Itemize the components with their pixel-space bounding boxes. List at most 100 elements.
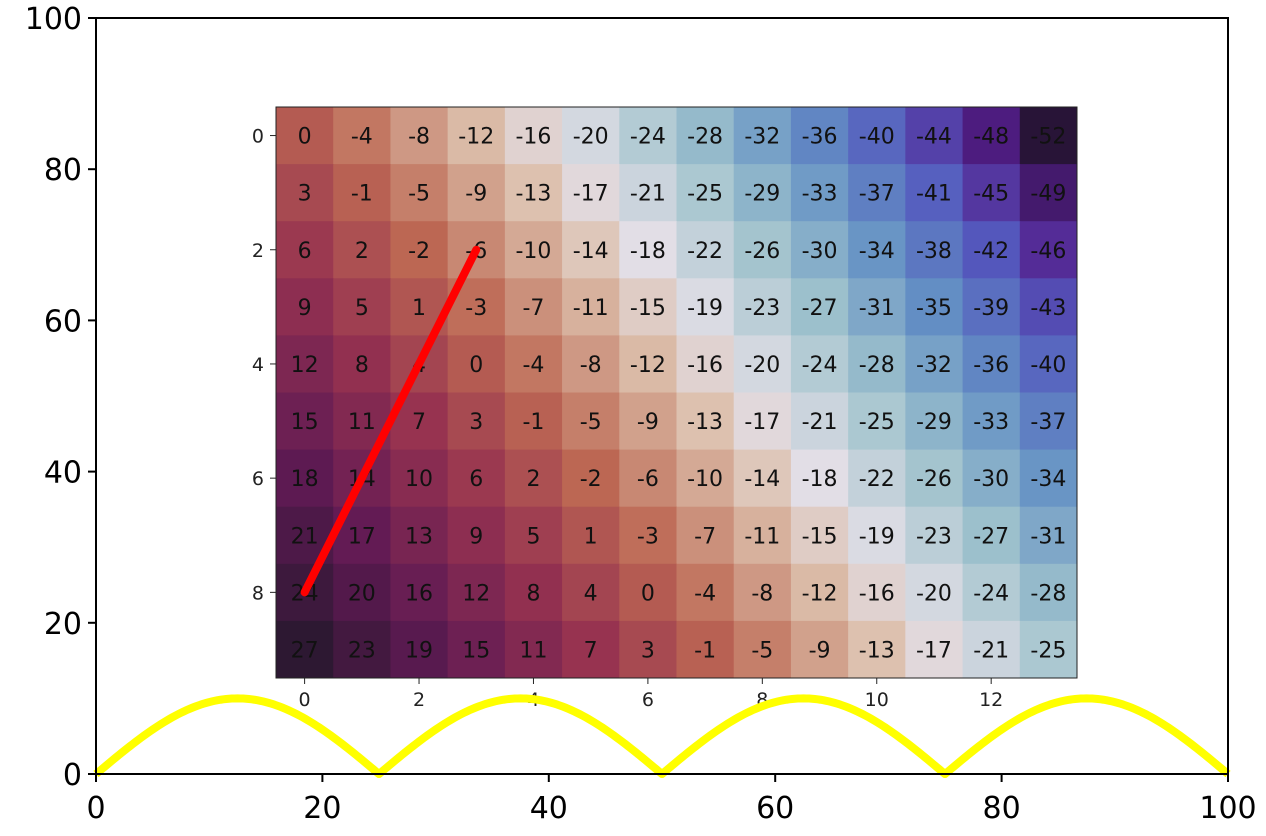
heatmap-cell-label: -37	[859, 182, 895, 207]
heatmap-cell-label: -9	[465, 182, 487, 207]
heatmap-cell-label: 5	[355, 296, 369, 321]
heatmap-cell	[276, 392, 334, 451]
heatmap-cell-label: -5	[751, 638, 773, 663]
heatmap-cell	[790, 392, 849, 451]
heatmap-cell	[562, 392, 620, 451]
heatmap-cell	[390, 620, 449, 679]
heatmap-cell-label: 6	[298, 239, 312, 264]
heatmap-cell	[447, 164, 506, 222]
y-tick-label: 0	[63, 758, 82, 793]
heatmap-cell	[790, 449, 849, 508]
heatmap-cell-label: -8	[580, 353, 602, 378]
heatmap-cell	[790, 563, 849, 622]
heatmap-cell	[333, 107, 391, 165]
heatmap-cell-label: -40	[859, 125, 895, 150]
heatmap-row-tick-label: 8	[252, 582, 264, 604]
heatmap-cell	[676, 107, 735, 165]
heatmap-cell-label: 20	[348, 581, 376, 606]
heatmap-cell	[562, 506, 620, 565]
heatmap-cell	[962, 449, 1021, 508]
heatmap-cell	[905, 392, 964, 451]
heatmap-cell	[562, 449, 620, 508]
heatmap-inset: 0 -4 -8 -12 -16 -20 -24 -28 -32 -36 -40 -44 -48 -523-…	[252, 106, 1078, 711]
heatmap-cell-label: -18	[802, 467, 838, 492]
heatmap-cell	[504, 335, 563, 393]
heatmap-cell	[619, 392, 677, 451]
heatmap-cell	[504, 278, 563, 336]
heatmap-cell-label: -34	[859, 239, 895, 264]
heatmap-cell-label: 7	[584, 638, 598, 663]
heatmap-cell	[390, 506, 449, 565]
heatmap-cell-label: -23	[744, 296, 780, 321]
heatmap-cell	[848, 278, 906, 336]
heatmap-cell-label: -11	[744, 524, 780, 549]
heatmap-cell	[733, 620, 792, 679]
heatmap-cell-label: -4	[522, 353, 544, 378]
heatmap-cell-label: -20	[916, 581, 952, 606]
heatmap-cell	[619, 164, 677, 222]
heatmap-cell	[562, 221, 620, 279]
heatmap-cell-label: 13	[405, 524, 433, 549]
heatmap-cell	[848, 620, 906, 679]
heatmap-cell	[733, 563, 792, 622]
heatmap-cell-label: 18	[291, 467, 319, 492]
heatmap-cell-label: -37	[1030, 410, 1066, 435]
heatmap-cell	[504, 449, 563, 508]
y-tick-label: 80	[44, 153, 82, 188]
heatmap-cell-label: 5	[526, 524, 540, 549]
heatmap-cell	[562, 107, 620, 165]
heatmap-cell-label: 10	[405, 467, 433, 492]
heatmap-cell-label: -22	[859, 467, 895, 492]
heatmap-cell-label: 12	[291, 353, 319, 378]
heatmap-cell	[447, 563, 506, 622]
heatmap-cell	[905, 107, 964, 165]
heatmap-cell	[848, 335, 906, 393]
heatmap-cell	[905, 506, 964, 565]
heatmap-cell	[504, 221, 563, 279]
heatmap-cell-label: 0	[298, 125, 312, 150]
heatmap-cell	[848, 107, 906, 165]
heatmap-cell-label: -28	[1030, 581, 1066, 606]
heatmap-cell-label: -14	[744, 467, 780, 492]
heatmap-cell-label: 15	[462, 638, 490, 663]
heatmap-col-tick-label: 6	[642, 689, 654, 711]
heatmap-cell	[390, 563, 449, 622]
heatmap-cell	[1019, 107, 1078, 165]
heatmap-cell	[562, 620, 620, 679]
heatmap-cell	[962, 221, 1021, 279]
heatmap-cell-label: -31	[859, 296, 895, 321]
heatmap-cell	[333, 563, 391, 622]
heatmap-cell-label: 9	[469, 524, 483, 549]
heatmap-cell	[333, 335, 391, 393]
heatmap-cell	[790, 506, 849, 565]
heatmap-cell	[390, 164, 449, 222]
heatmap-cell	[447, 620, 506, 679]
heatmap-cell	[905, 278, 964, 336]
heatmap-cell	[619, 221, 677, 279]
heatmap-cell	[733, 392, 792, 451]
heatmap-cell-label: -17	[573, 182, 609, 207]
heatmap-cell	[390, 221, 449, 279]
heatmap-cell-label: -8	[408, 125, 430, 150]
heatmap-cell-label: -24	[630, 125, 666, 150]
heatmap-cell-label: -29	[744, 182, 780, 207]
heatmap-cell-label: 23	[348, 638, 376, 663]
heatmap-cell	[276, 221, 334, 279]
heatmap-cell	[676, 221, 735, 279]
x-tick-label: 40	[530, 791, 568, 826]
heatmap-cell	[1019, 506, 1078, 565]
heatmap-cell-label: -1	[694, 638, 716, 663]
heatmap-cell-label: 17	[348, 524, 376, 549]
heatmap-cell	[504, 164, 563, 222]
heatmap-cell-label: -49	[1030, 182, 1066, 207]
heatmap-cell	[848, 221, 906, 279]
heatmap-cell-label: -33	[802, 182, 838, 207]
heatmap-cell	[962, 620, 1021, 679]
heatmap-col-tick-label: 10	[865, 689, 889, 711]
heatmap-cell	[790, 107, 849, 165]
heatmap-cell	[276, 164, 334, 222]
heatmap-cell-label: -5	[408, 182, 430, 207]
heatmap-cell	[790, 164, 849, 222]
heatmap-cell-label: -2	[408, 239, 430, 264]
heatmap-col-tick-label: 0	[299, 689, 311, 711]
